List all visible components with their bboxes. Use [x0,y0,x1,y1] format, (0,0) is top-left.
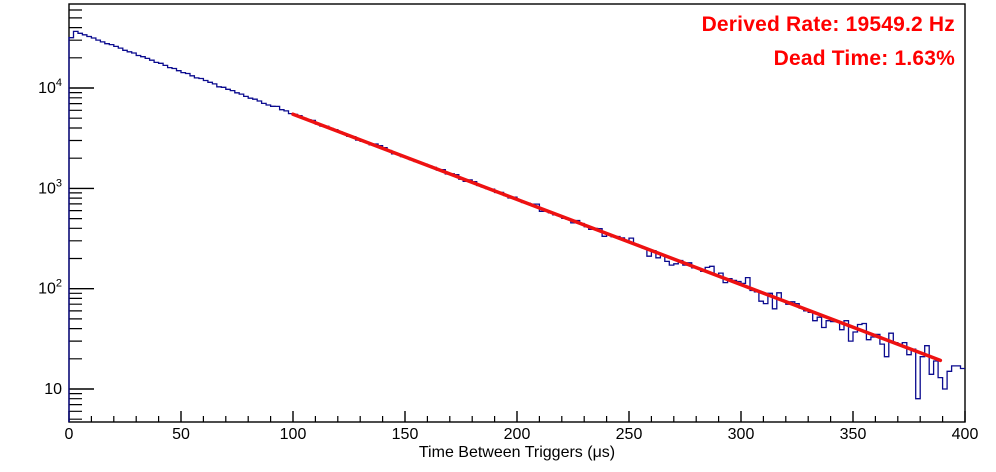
y-tick-label: 10 [44,381,62,398]
x-tick-label: 150 [392,426,419,443]
y-tick-label: 103 [38,177,62,197]
x-tick-label: 0 [65,426,74,443]
x-tick-label: 350 [840,426,867,443]
x-tick-label: 250 [616,426,643,443]
fit-line [291,112,943,363]
dead-time-text: Dead Time: 1.63% [773,47,955,70]
y-tick-label: 102 [38,278,62,298]
x-axis-title: Time Between Triggers (μs) [418,444,616,461]
stats-annotation: Derived Rate: 19549.2 Hz Dead Time: 1.63… [702,8,955,76]
x-tick-label: 200 [504,426,531,443]
x-tick-label: 100 [280,426,307,443]
y-axis-labels: 10 102 103 104 [38,77,62,398]
y-axis-ticks [69,9,94,420]
x-tick-label: 300 [728,426,755,443]
x-axis-ticks [68,411,966,422]
x-tick-label: 400 [952,426,979,443]
x-axis-labels: 0 50 100 150 200 250 300 350 400 [65,426,979,443]
x-tick-label: 50 [172,426,190,443]
histogram-line [68,30,965,422]
derived-rate-text: Derived Rate: 19549.2 Hz [701,13,955,36]
y-tick-label: 104 [38,77,62,97]
